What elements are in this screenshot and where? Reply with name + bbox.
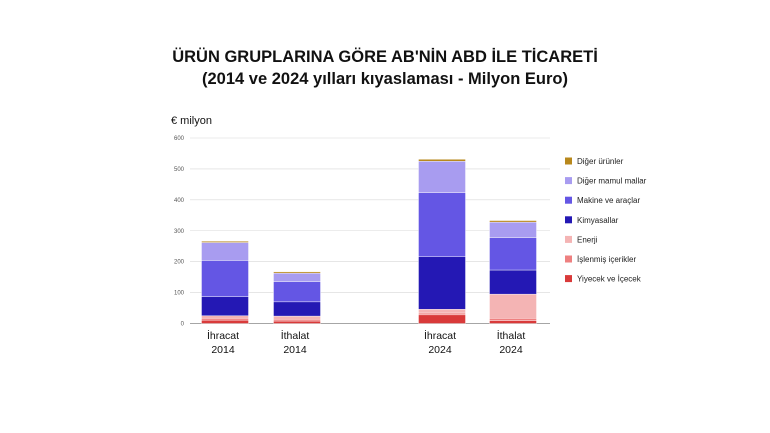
bar-segment bbox=[418, 314, 466, 324]
bar-segment bbox=[489, 220, 537, 223]
bar-segment bbox=[489, 237, 537, 271]
y-tick-label: 200 bbox=[174, 260, 185, 266]
bar-segment bbox=[201, 319, 249, 324]
legend-swatch bbox=[565, 275, 572, 283]
legend: Diğer ürünler Diğer mamul mallar Makine ve… bbox=[565, 157, 647, 284]
y-tick-label: 300 bbox=[174, 229, 185, 235]
bar-segment bbox=[273, 320, 321, 324]
bar-segment bbox=[489, 293, 537, 319]
bar-segment bbox=[418, 160, 466, 193]
x-tick-label-year: 2024 bbox=[499, 344, 523, 356]
bar-segment bbox=[489, 320, 537, 324]
bar-segment bbox=[273, 301, 321, 317]
y-tick-label: 100 bbox=[174, 291, 185, 297]
bar-segment bbox=[273, 272, 321, 282]
bar-segment bbox=[201, 318, 249, 321]
bar-segment bbox=[418, 192, 466, 257]
bar-segment bbox=[201, 315, 249, 319]
bar-segment bbox=[273, 271, 321, 274]
legend-label: Diğer ürünler bbox=[577, 157, 624, 166]
y-axis-unit-label: € milyon bbox=[171, 115, 212, 127]
legend-label: İşlenmiş içerikler bbox=[577, 255, 636, 264]
y-tick-label: 400 bbox=[174, 198, 185, 204]
bar-segment bbox=[489, 221, 537, 238]
bars bbox=[201, 159, 537, 324]
bar-segment bbox=[489, 269, 537, 295]
legend-label: Makine ve araçlar bbox=[577, 196, 640, 205]
x-tick-label-year: 2014 bbox=[283, 344, 307, 356]
legend-label: Diğer mamul mallar bbox=[577, 177, 647, 186]
x-tick-labels: İhracat 2014 İthalat 2014 İhracat 2024 İthalat… bbox=[207, 329, 525, 356]
legend-label: Kimyasallar bbox=[577, 216, 619, 225]
bar-segment bbox=[201, 296, 249, 316]
x-tick-label-type: İthalat bbox=[281, 329, 310, 342]
x-tick-label-year: 2024 bbox=[428, 344, 452, 356]
y-tick-label: 600 bbox=[174, 136, 185, 142]
bar-segment bbox=[201, 260, 249, 297]
legend-swatch bbox=[565, 157, 572, 165]
legend-swatch bbox=[565, 196, 572, 204]
bar-segment bbox=[418, 309, 466, 314]
chart-subtitle: (2014 ve 2024 yılları kıyaslaması - Mily… bbox=[202, 70, 568, 88]
legend-swatch bbox=[565, 235, 572, 243]
legend-swatch bbox=[565, 255, 572, 263]
x-tick-label-type: İthalat bbox=[497, 329, 526, 342]
legend-swatch bbox=[565, 177, 572, 185]
bar-segment bbox=[273, 281, 321, 303]
bar-segment bbox=[201, 241, 249, 243]
legend-swatch bbox=[565, 216, 572, 224]
bar-segment bbox=[201, 242, 249, 261]
bar-segment bbox=[418, 159, 466, 162]
x-tick-label-type: İhracat bbox=[424, 329, 456, 342]
x-tick-label-year: 2014 bbox=[211, 344, 235, 356]
y-tick-labels: 0 100 200 300 400 500 600 bbox=[174, 136, 185, 328]
bar-segment bbox=[489, 318, 537, 321]
bar-segment bbox=[273, 315, 321, 320]
y-tick-label: 0 bbox=[181, 322, 185, 328]
x-tick-label-type: İhracat bbox=[207, 329, 239, 342]
legend-label: Yiyecek ve İçecek bbox=[577, 275, 642, 284]
bar-segment bbox=[273, 318, 321, 322]
bar-segment bbox=[418, 312, 466, 316]
legend-label: Enerji bbox=[577, 235, 598, 244]
chart-title: ÜRÜN GRUPLARINA GÖRE AB'NİN ABD İLE TİCA… bbox=[172, 48, 598, 66]
y-tick-label: 500 bbox=[174, 167, 185, 173]
bar-segment bbox=[418, 256, 466, 310]
